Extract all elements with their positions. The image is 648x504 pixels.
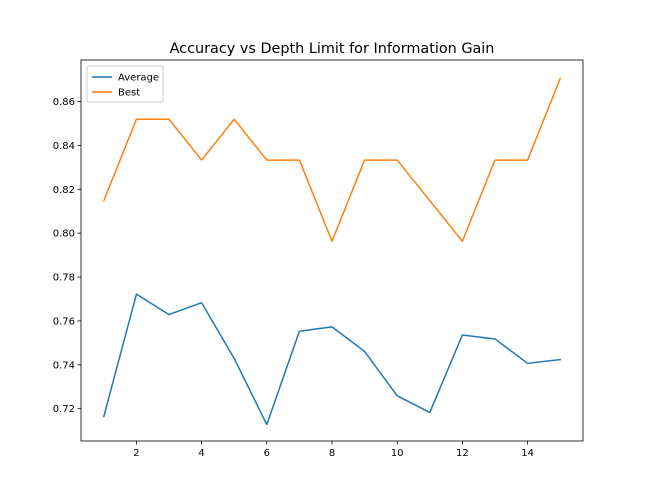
axes-frame (80, 59, 584, 442)
y-tick-label: 0.80 (53, 229, 75, 240)
x-tick-label: 12 (456, 448, 469, 459)
y-tick-label: 0.76 (53, 316, 75, 327)
y-tick-label: 0.78 (53, 273, 75, 284)
y-tick-label: 0.84 (53, 141, 75, 152)
y-tick-label: 0.72 (53, 404, 75, 415)
x-tick-label: 2 (133, 448, 139, 459)
x-axis: 2 4 6 8 10 12 14 (133, 441, 534, 459)
series-layer (102, 77, 562, 426)
x-tick-label: 10 (391, 448, 404, 459)
series-line-best (102, 77, 562, 243)
x-tick-label: 6 (264, 448, 270, 459)
legend-label-best: Best (118, 88, 140, 99)
x-tick-label: 8 (329, 448, 335, 459)
x-tick-label: 4 (198, 448, 204, 459)
y-tick-label: 0.86 (53, 97, 75, 108)
legend: Average Best (86, 65, 164, 103)
x-tick-label: 14 (521, 448, 534, 459)
y-tick-label: 0.74 (53, 360, 75, 371)
chart-title: Accuracy vs Depth Limit for Information … (170, 41, 495, 57)
legend-box (86, 65, 164, 103)
y-axis: 0.72 0.74 0.76 0.78 0.80 0.82 0.84 0.86 (53, 97, 81, 415)
y-tick-label: 0.82 (53, 185, 75, 196)
legend-label-average: Average (118, 73, 159, 84)
series-line-average (102, 293, 562, 426)
